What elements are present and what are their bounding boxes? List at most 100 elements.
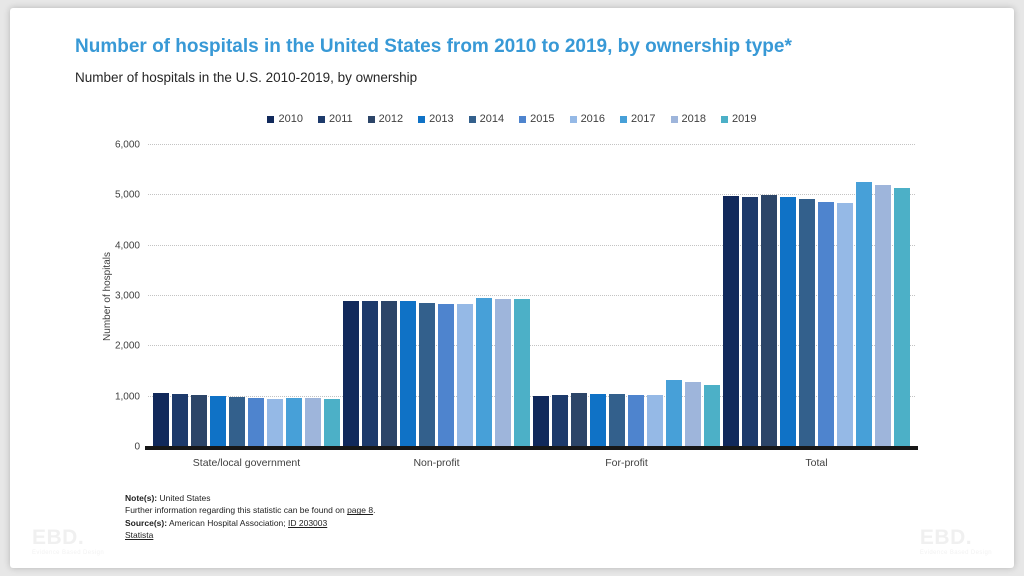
bar-2010 [533,396,549,447]
gridline [148,244,915,246]
legend-swatch-icon [317,115,325,123]
page-8-link[interactable]: page 8 [347,505,374,516]
y-tick-label: 0 [134,441,140,453]
bar-2018 [685,381,701,447]
bar-group: Non-profit [343,145,530,469]
further-info-line: Further information regarding this stati… [125,505,376,516]
bar-2010 [153,393,169,447]
ebd-logo: EBD. [919,526,973,549]
bar-2016 [457,303,473,447]
bar-2014 [799,199,815,447]
y-tick-label: 3,000 [114,290,140,302]
legend-label: 2012 [378,113,404,125]
gridline [148,345,915,347]
legend-item-2014: 2014 [468,113,505,125]
bar-2015 [248,397,264,447]
bar-2019 [514,298,530,447]
gridline [148,144,915,145]
bar-2018 [495,299,511,447]
y-axis-ticks: 0 1,000 2,000 3,000 4,000 5,000 6,000 [88,140,140,453]
legend-label: 2010 [278,113,303,125]
plot-area: State/local government Non-profit For-prof… [148,144,915,469]
bar-2019 [894,188,910,447]
bar-2011 [552,395,568,447]
legend-swatch-icon [670,115,678,123]
legend-swatch-icon [418,115,426,123]
legend-item-2018: 2018 [670,113,707,125]
ebd-logo: EBD. [32,526,85,549]
bar-2013 [590,393,606,447]
bar-2014 [229,396,245,447]
bar-2015 [628,394,644,447]
legend-label: 2015 [530,113,555,125]
legend-swatch-icon [620,115,628,123]
legend-swatch-icon [519,115,527,123]
gridline [148,295,915,296]
bar-2013 [210,396,226,447]
legend-swatch-icon [721,115,729,123]
bar-groups: State/local government Non-profit For-prof… [148,145,915,469]
legend-swatch-icon [569,115,577,123]
legend-swatch-icon [267,115,275,123]
legend-item-2019: 2019 [721,113,757,125]
bar-2016 [837,203,853,447]
gridline [148,395,915,397]
legend-swatch-icon [367,115,375,123]
legend-item-2013: 2013 [418,113,454,125]
y-tick-label: 4,000 [114,240,140,252]
bar-2017 [286,398,302,447]
bars [153,145,340,447]
y-tick-label: 1,000 [114,391,140,403]
bar-2018 [305,398,321,447]
bars [723,145,910,447]
bar-2019 [324,398,340,447]
chart-title: Number of hospitals in the United States… [75,36,792,57]
category-label: State/local government [192,457,301,469]
legend-item-2016: 2016 [569,113,605,125]
bars [533,145,720,447]
bar-group: For-profit [533,145,720,469]
chart-subtitle: Number of hospitals in the U.S. 2010-201… [75,70,418,85]
bar-2013 [400,300,416,447]
watermark-bottom-left: EBD. Evidence Based Design [32,526,104,556]
bar-2016 [647,394,663,447]
bar-2015 [818,202,834,447]
bar-2017 [476,297,492,447]
bar-2019 [704,384,720,447]
gridline [148,194,915,196]
bar-2016 [267,398,283,447]
bar-group: Total [723,145,910,469]
legend-item-2012: 2012 [367,113,404,125]
legend-label: 2014 [479,113,505,125]
legend-label: 2017 [631,113,656,125]
legend-swatch-icon [468,115,476,123]
bars [343,145,530,447]
ebd-tagline: Evidence Based Design [919,550,992,556]
legend-item-2015: 2015 [519,113,555,125]
bar-2017 [856,182,872,447]
bar-2010 [723,196,739,447]
bar-2010 [343,300,359,447]
slide-card: Number of hospitals in the United States… [10,8,1014,568]
statista-link[interactable]: Statista [125,529,154,540]
statistic-id-link[interactable]: ID 203003 [288,517,328,528]
bar-2018 [875,185,891,447]
bar-2012 [191,394,207,447]
legend-label: 2013 [429,113,454,125]
category-label: Total [805,457,828,469]
bar-2012 [381,301,397,447]
y-tick-label: 2,000 [114,340,140,352]
bar-2013 [780,196,796,447]
bar-2017 [666,380,682,447]
bar-2015 [438,303,454,447]
legend-item-2011: 2011 [317,113,353,125]
bar-2011 [742,196,758,447]
note-line: Note(s): United States [125,493,211,503]
legend-label: 2018 [681,113,707,125]
category-label: For-profit [605,457,648,469]
footnotes: Note(s): United States Further informati… [125,492,375,541]
source-line: Source(s): American Hospital Association… [125,517,328,528]
statista-line: Statista [125,529,375,541]
x-axis-line [145,446,918,450]
watermark-bottom-right: EBD. Evidence Based Design [920,526,992,556]
